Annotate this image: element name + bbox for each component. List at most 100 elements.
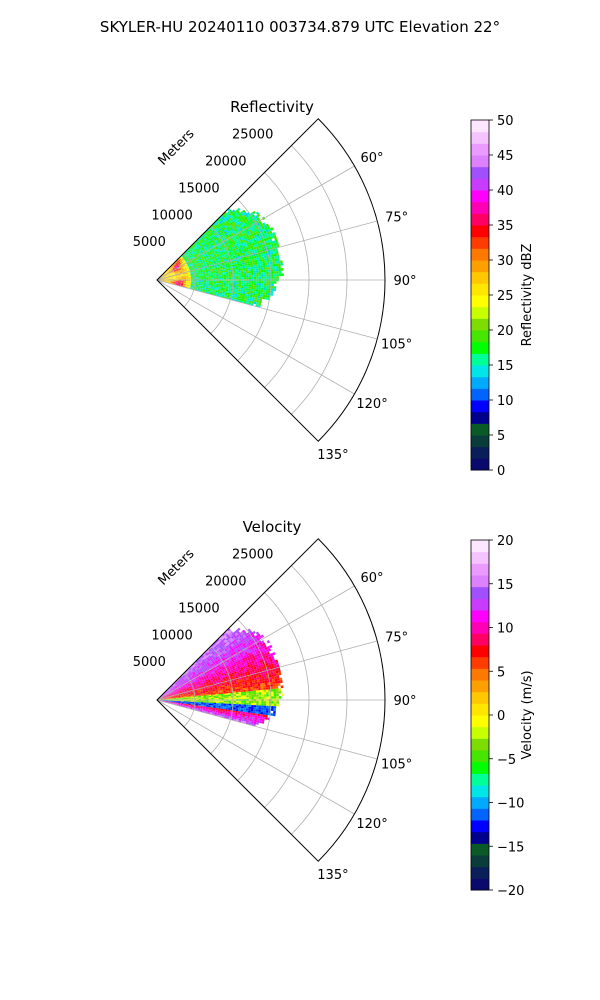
data-cell <box>257 644 262 649</box>
data-cell <box>245 265 248 268</box>
data-cell <box>167 273 170 275</box>
data-cell <box>211 281 214 283</box>
data-cell <box>231 296 235 299</box>
data-cell <box>251 692 254 696</box>
data-cell <box>224 216 228 220</box>
data-cell <box>244 249 248 253</box>
data-cell <box>173 275 176 277</box>
data-cell <box>240 211 244 215</box>
data-cell <box>238 237 242 241</box>
data-cell <box>202 660 205 663</box>
data-cell <box>188 670 191 674</box>
data-cell <box>170 694 173 696</box>
data-cell <box>189 248 193 251</box>
data-cell <box>204 259 208 262</box>
data-cell <box>175 267 178 270</box>
data-cell <box>207 268 211 270</box>
data-cell <box>209 671 213 675</box>
data-cell <box>164 274 168 276</box>
data-cell <box>221 672 224 676</box>
data-cell <box>239 658 243 662</box>
data-cell <box>189 256 192 259</box>
data-cell <box>162 694 165 696</box>
data-cell <box>204 289 208 292</box>
data-cell <box>167 274 171 276</box>
data-cell <box>215 258 218 261</box>
data-cell <box>246 284 249 287</box>
data-cell <box>173 702 176 704</box>
data-cell <box>169 267 172 270</box>
data-cell <box>266 285 269 289</box>
data-cell <box>212 265 215 268</box>
data-cell <box>173 684 176 687</box>
data-cell <box>231 682 235 685</box>
data-cell <box>210 663 214 667</box>
data-cell <box>245 687 249 690</box>
data-cell <box>178 267 181 270</box>
data-cell <box>206 666 210 669</box>
data-cell <box>254 649 258 653</box>
data-cell <box>195 272 199 274</box>
data-cell <box>195 287 198 290</box>
data-cell <box>261 233 266 237</box>
data-cell <box>256 703 259 706</box>
data-cell <box>189 687 192 690</box>
data-cell <box>200 706 204 709</box>
data-cell <box>217 227 221 231</box>
data-cell <box>168 270 171 272</box>
data-cell <box>217 660 221 664</box>
data-cell <box>256 233 260 237</box>
data-cell <box>170 688 173 691</box>
data-cell <box>167 688 170 691</box>
data-cell <box>223 702 227 704</box>
data-cell <box>170 703 174 704</box>
data-cell <box>167 274 170 276</box>
data-cell <box>252 225 256 229</box>
data-cell <box>197 665 200 669</box>
data-cell <box>246 704 249 707</box>
data-cell <box>244 641 248 646</box>
data-cell <box>274 237 278 241</box>
data-cell <box>180 686 184 689</box>
data-cell <box>234 220 238 224</box>
data-cell <box>225 229 229 233</box>
data-cell <box>273 276 277 279</box>
colorbar-tick-label: 40 <box>497 184 514 199</box>
data-cell <box>215 678 218 681</box>
data-cell <box>170 694 173 696</box>
data-cell <box>239 222 243 226</box>
data-cell <box>212 270 216 273</box>
data-cell <box>192 676 196 679</box>
data-cell <box>173 270 177 272</box>
data-cell <box>202 249 206 252</box>
data-cell <box>189 677 193 680</box>
data-cell <box>242 239 246 243</box>
data-cell <box>237 644 241 648</box>
data-cell <box>252 230 256 234</box>
data-cell <box>215 259 219 262</box>
data-cell <box>269 238 273 242</box>
data-cell <box>203 255 206 258</box>
data-cell <box>185 706 188 708</box>
data-cell <box>202 690 206 692</box>
data-cell <box>256 668 260 671</box>
data-cell <box>278 265 281 269</box>
data-cell <box>210 679 214 682</box>
data-cell <box>241 260 245 263</box>
data-cell <box>208 660 212 663</box>
data-cell <box>247 217 251 221</box>
data-cell <box>213 280 217 282</box>
data-cell <box>225 690 229 693</box>
data-cell <box>250 632 254 636</box>
data-cell <box>219 291 223 294</box>
data-cell <box>255 214 259 219</box>
data-cell <box>264 240 268 244</box>
data-cell <box>215 679 219 682</box>
data-cell <box>255 707 259 710</box>
data-cell <box>167 693 170 695</box>
data-cell <box>255 264 258 267</box>
data-cell <box>271 705 274 709</box>
data-cell <box>227 291 231 294</box>
data-cell <box>194 250 198 253</box>
data-cell <box>236 275 239 278</box>
